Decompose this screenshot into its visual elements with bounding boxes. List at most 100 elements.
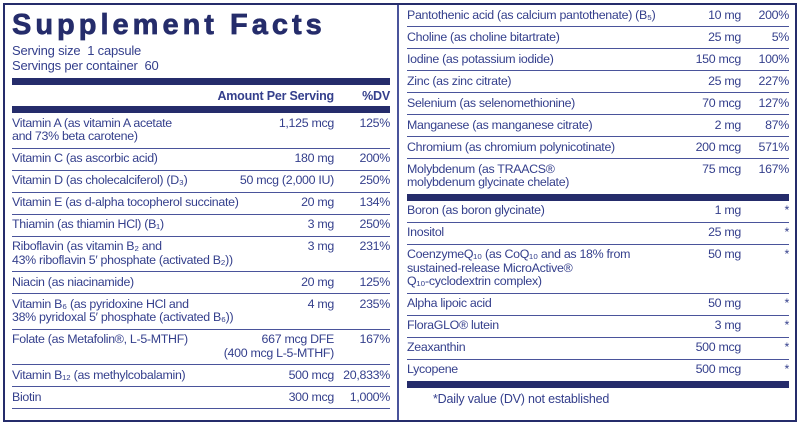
serving-size: Serving size 1 capsule	[12, 43, 142, 58]
nutrient-row: CoenzymeQ₁₀ (as CoQ₁₀ and as 18% from su…	[407, 245, 789, 294]
nutrient-dv: 200%	[359, 151, 391, 165]
nutrient-amount: 50 mg	[708, 247, 741, 261]
nutrient-row: Folate (as Metafolin®, L-5-MTHF) 667 mcg …	[12, 330, 391, 365]
nutrient-name: Boron (as boron glycinate)	[407, 203, 545, 217]
nutrient-row: Lycopene 500 mcg *	[407, 360, 789, 381]
nutrient-row: Riboflavin (as vitamin B₂ and 43% ribofl…	[12, 237, 391, 272]
nutrient-dv: *	[784, 362, 789, 376]
column-headers: Amount Per Serving %DV	[12, 85, 390, 106]
nutrient-amount: 20 mg	[301, 195, 334, 209]
nutrient-dv: 87%	[765, 117, 789, 132]
nutrient-dv: 200%	[758, 7, 790, 22]
nutrient-dv: *	[784, 340, 789, 354]
nutrient-amount: 20 mg	[301, 274, 334, 289]
nutrient-row: Manganese (as manganese citrate) 2 mg 87%	[407, 115, 789, 137]
nutrient-amount: 3 mg	[307, 239, 335, 253]
nutrient-name: Lycopene	[407, 362, 458, 376]
nutrient-name: Thiamin (as thiamin HCl) (B₁)	[12, 217, 164, 231]
nutrient-name: Vitamin A (as vitamin A acetate and 73% …	[12, 115, 172, 143]
nutrient-dv: 125%	[359, 115, 391, 130]
nutrient-row: Iodine (as potassium iodide) 150 mcg 100%	[407, 49, 789, 71]
nutrient-row: Niacin (as niacinamide) 20 mg 125%	[12, 272, 390, 294]
nutrient-dv: 250%	[359, 217, 391, 231]
nutrient-name: Vitamin E (as d-alpha tocopherol succina…	[12, 195, 239, 209]
nutrient-name: Niacin (as niacinamide)	[12, 274, 134, 289]
nutrient-amount: 200 mcg	[695, 139, 742, 154]
nutrient-dv: 227%	[758, 73, 790, 88]
nutrient-name: Zinc (as zinc citrate)	[407, 73, 512, 88]
nutrient-dv: 235%	[359, 296, 391, 311]
nutrient-row: Vitamin D (as cholecalciferol) (D₃) 50 mc…	[12, 171, 390, 193]
nutrient-row: Alpha lipoic acid 50 mg *	[407, 294, 789, 316]
section-divider-bar	[12, 78, 390, 85]
nutrient-dv: 5%	[771, 29, 790, 44]
nutrient-amount: 1,125 mcg	[278, 115, 334, 130]
nutrient-row: Boron (as boron glycinate) 1 mg *	[407, 201, 789, 223]
nutrient-amount: 50 mcg (2,000 IU)	[239, 173, 334, 187]
nutrient-row: Vitamin B₁₂ (as methylcobalamin) 500 mcg 2…	[12, 365, 390, 387]
nutrient-amount: 25 mg	[708, 29, 741, 44]
nutrient-amount: 180 mg	[294, 151, 334, 165]
nutrient-dv: 167%	[758, 161, 790, 176]
nutrient-name: Manganese (as manganese citrate)	[407, 117, 593, 132]
nutrient-dv: *	[784, 247, 789, 261]
right-nutrient-rows-dv: Pantothenic acid (as calcium pantothenat…	[407, 5, 789, 194]
nutrient-name: Selenium (as selenomethionine)	[407, 95, 576, 110]
nutrient-dv: 167%	[359, 332, 391, 346]
nutrient-row: Vitamin E (as d-alpha tocopherol succina…	[12, 193, 390, 215]
nutrient-row: Zinc (as zinc citrate) 25 mg 227%	[407, 71, 789, 93]
dv-footnote: *Daily value (DV) not established	[433, 391, 610, 406]
nutrient-name: Chromium (as chromium polynicotinate)	[407, 139, 615, 154]
nutrient-dv: *	[784, 203, 789, 217]
nutrient-dv: 231%	[359, 239, 391, 253]
nutrient-name: CoenzymeQ₁₀ (as CoQ₁₀ and as 18% from su…	[407, 247, 631, 288]
left-nutrient-rows: Vitamin A (as vitamin A acetate and 73% …	[12, 113, 390, 409]
nutrient-row: Vitamin C (as ascorbic acid) 180 mg 200%	[12, 149, 390, 171]
nutrient-amount: 667 mcg DFE (400 mcg L-5-MTHF)	[223, 332, 335, 360]
nutrient-dv: 20,833%	[343, 367, 390, 382]
section-divider-bar	[407, 193, 789, 201]
nutrient-dv: *	[784, 318, 789, 332]
nutrient-amount: 4 mg	[307, 296, 335, 311]
left-column: Supplement Facts Serving size 1 capsule …	[5, 5, 397, 420]
nutrient-name: Zeaxanthin	[407, 340, 466, 354]
nutrient-row: Chromium (as chromium polynicotinate) 200…	[407, 137, 789, 159]
nutrient-name: Riboflavin (as vitamin B₂ and 43% ribofl…	[12, 239, 233, 267]
nutrient-amount: 25 mg	[708, 225, 741, 239]
center-divider	[397, 5, 399, 420]
nutrient-dv: 1,000%	[349, 389, 391, 404]
nutrient-amount: 500 mcg	[695, 340, 742, 354]
nutrient-name: Vitamin B₁₂ (as methylcobalamin)	[12, 367, 186, 382]
nutrient-amount: 10 mg	[708, 7, 741, 22]
nutrient-name: Iodine (as potassium iodide)	[407, 51, 554, 66]
supplement-facts-panel: Supplement Facts Serving size 1 capsule …	[3, 3, 797, 422]
nutrient-row: Selenium (as selenomethionine) 70 mcg 127%	[407, 93, 789, 115]
nutrient-name: Inositol	[407, 225, 444, 239]
nutrient-dv: *	[784, 225, 789, 239]
nutrient-dv: 127%	[758, 95, 790, 110]
nutrient-row: Choline (as choline bitartrate) 25 mg 5%	[407, 27, 789, 49]
nutrient-amount: 1 mg	[714, 203, 742, 217]
page-title: Supplement Facts	[12, 9, 326, 42]
nutrient-dv: 571%	[758, 139, 790, 154]
nutrient-row: Vitamin A (as vitamin A acetate and 73% …	[12, 113, 390, 149]
column-header-dv: %DV	[362, 89, 390, 103]
nutrient-dv: 250%	[359, 173, 391, 187]
nutrient-amount: 2 mg	[714, 117, 742, 132]
nutrient-name: Pantothenic acid (as calcium pantothenat…	[407, 7, 656, 22]
nutrient-row: Vitamin B₆ (as pyridoxine HCl and 38% py…	[12, 294, 390, 330]
nutrient-name: Alpha lipoic acid	[407, 296, 492, 310]
nutrient-name: Vitamin D (as cholecalciferol) (D₃)	[12, 173, 188, 187]
nutrient-dv: 134%	[359, 195, 391, 209]
section-divider-bar	[12, 106, 390, 113]
nutrient-amount: 500 mcg	[288, 367, 335, 382]
nutrient-dv: *	[784, 296, 789, 310]
nutrient-amount: 3 mg	[307, 217, 335, 231]
nutrient-amount: 3 mg	[714, 318, 742, 332]
nutrient-name: Vitamin B₆ (as pyridoxine HCl and 38% py…	[12, 296, 234, 324]
nutrient-row: Thiamin (as thiamin HCl) (B₁) 3 mg 250%	[12, 215, 390, 237]
nutrient-row: Biotin 300 mcg 1,000%	[12, 387, 390, 409]
nutrient-amount: 500 mcg	[695, 362, 742, 376]
nutrient-row: Pantothenic acid (as calcium pantothenat…	[407, 5, 789, 27]
nutrient-row: Molybdenum (as TRAACS® molybdenum glycin…	[407, 159, 789, 194]
